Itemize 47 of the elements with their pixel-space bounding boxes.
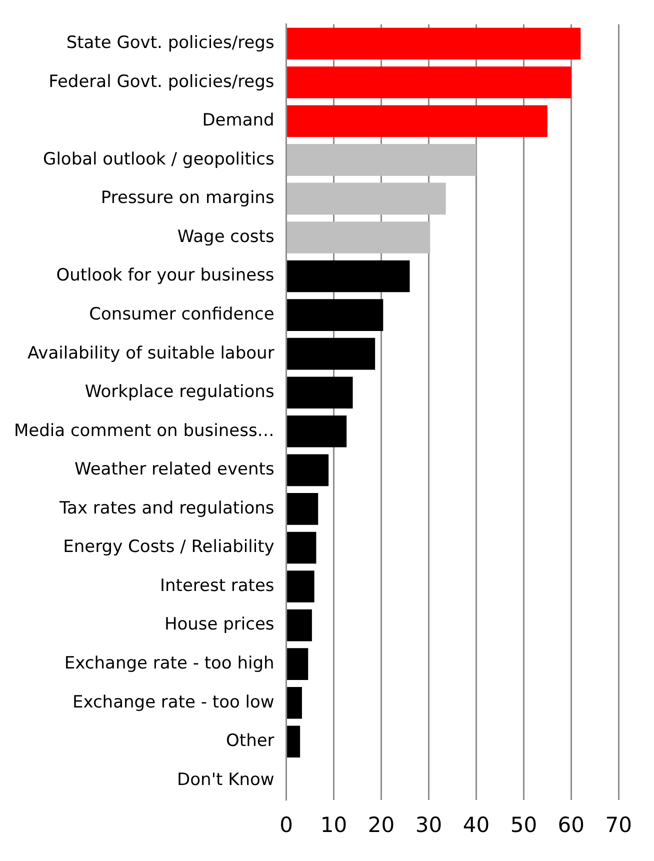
y-tick-label: Don't Know: [177, 770, 274, 790]
bar: [287, 105, 548, 138]
y-tick-label: Tax rates and regulations: [58, 498, 274, 518]
bar: [287, 648, 308, 680]
x-tick-label: 10: [320, 812, 348, 837]
bar: [287, 493, 318, 525]
x-tick-label: 50: [510, 812, 538, 837]
bar: [287, 182, 446, 215]
bar: [287, 570, 314, 602]
bar: [287, 299, 384, 331]
y-tick-label: State Govt. policies/regs: [66, 33, 274, 54]
bar: [287, 686, 302, 719]
y-tick-label: Outlook for your business: [56, 266, 274, 286]
y-tick-label: Global outlook / geopolitics: [43, 149, 274, 170]
x-tick-label: 40: [462, 812, 490, 837]
y-tick-label: Interest rates: [160, 576, 274, 596]
x-tick-label: 60: [558, 812, 585, 837]
x-tick-label: 30: [415, 812, 442, 837]
bar: [287, 338, 376, 370]
y-tick-label: Exchange rate - too low: [72, 692, 274, 712]
y-tick-label: Demand: [202, 110, 274, 131]
y-tick-label: Media comment on business…: [14, 420, 274, 441]
bar: [287, 609, 312, 642]
bar: [287, 415, 347, 448]
y-tick-label: House prices: [164, 614, 274, 635]
y-tick-label: Consumer confidence: [89, 304, 274, 324]
y-tick-label: Energy Costs / Reliability: [63, 537, 274, 558]
y-tick-label: Workplace regulations: [84, 382, 274, 402]
bar: [287, 376, 353, 409]
bar: [287, 260, 410, 292]
bar: [287, 66, 572, 98]
y-tick-label: Pressure on margins: [100, 188, 274, 208]
y-tick-label: Wage costs: [177, 226, 274, 247]
x-tick-label: 0: [280, 812, 293, 837]
bar: [287, 454, 329, 486]
y-tick-label: Availability of suitable labour: [28, 343, 274, 364]
bar: [287, 28, 581, 60]
y-tick-label: Exchange rate - too high: [64, 653, 274, 674]
x-tick-label: 20: [368, 812, 395, 837]
y-tick-label: Other: [226, 731, 274, 752]
x-tick-label: 70: [605, 812, 632, 837]
bar: [287, 222, 430, 254]
bar: [287, 726, 300, 758]
bar: [287, 144, 476, 176]
y-tick-label: Federal Govt. policies/regs: [48, 72, 274, 92]
bar: [287, 532, 316, 564]
y-tick-label: Weather related events: [74, 460, 274, 480]
